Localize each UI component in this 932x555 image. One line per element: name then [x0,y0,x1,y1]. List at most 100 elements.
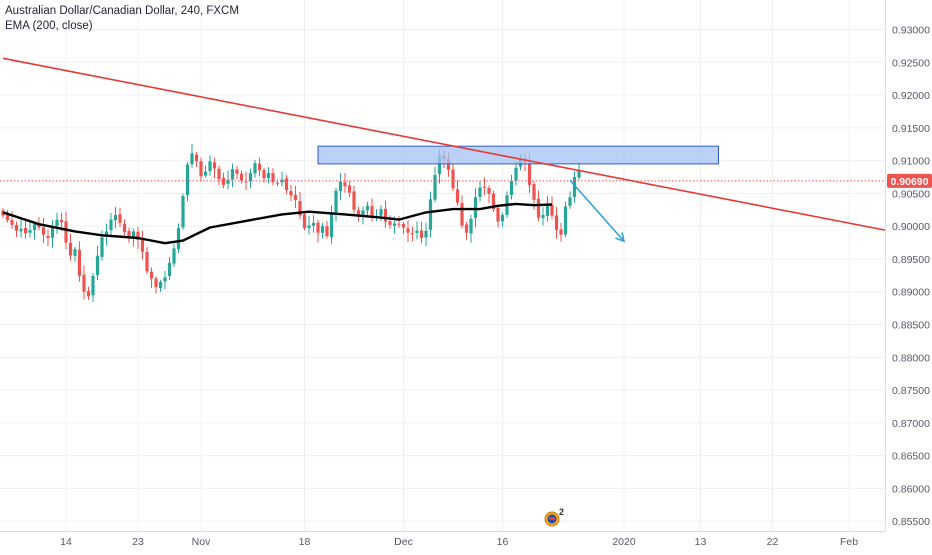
candle-body [469,218,473,234]
candle-down [122,219,127,237]
candle-body [478,187,482,197]
candle-up [514,161,518,186]
candle-down [86,286,91,301]
price-tick-label: 0.91000 [892,156,930,168]
candle-down [262,167,266,183]
candle-body [383,208,388,222]
candle-body [122,223,127,233]
candle-down [406,220,410,243]
price-tick-label: 0.85500 [892,516,930,528]
candle-down [46,229,50,246]
current-price-label-bg [887,173,932,188]
time-tick-label: 2020 [612,536,636,548]
candle-body [28,230,32,233]
candle-body [32,224,37,231]
candle-body [208,161,212,172]
candle-up [478,180,482,202]
time-axis[interactable]: 14 23 Nov 18 Dec 16 2020 13 22 Feb [60,536,858,548]
candle-up [428,191,433,238]
candle-body [356,210,361,215]
time-tick-label: 13 [695,536,707,548]
candle-body [365,205,370,211]
candle-body [406,228,410,233]
candle-body [500,215,505,222]
candle-down [343,172,347,193]
candle-up [545,196,550,222]
price-axis[interactable]: 0.93000 0.92500 0.92000 0.91500 0.91000 0.905… [892,25,930,529]
candle-body [158,281,163,289]
candle-body [397,223,401,225]
candle-body [352,191,356,210]
candle-down [23,220,28,239]
symbol-title[interactable]: Australian Dollar/Canadian Dollar, 240, … [5,5,239,17]
candle-body [455,189,460,203]
candle-body [446,159,451,170]
candle-body [37,224,41,228]
candle-body [77,249,82,276]
candle-body [149,271,154,279]
candle-body [527,163,532,185]
candle-up [415,221,419,240]
arrow-head [615,232,626,243]
candle-up [338,172,343,201]
candle-body [316,222,320,233]
candle-body [532,184,536,200]
candle-up [334,187,338,222]
candle-body [559,229,563,235]
candle-down [460,195,464,229]
candle-down [257,157,262,177]
arrow-shaft [569,179,625,242]
candle-down [284,174,289,195]
candle-down [559,222,563,242]
chart-legend: Australian Dollar/Canadian Dollar, 240, … [5,4,239,34]
candle-up [226,170,230,190]
candle-up [473,188,478,228]
candle-down [451,163,455,192]
candle-down [127,227,131,243]
candle-body [325,226,329,236]
candle-body [239,173,244,181]
time-tick-label: Dec [394,536,413,548]
price-tick-label: 0.90000 [892,221,930,233]
candle-body [419,230,424,238]
candle-down [235,165,239,179]
ema-indicator-label[interactable]: EMA (200, close) [5,20,93,32]
candle-body [185,164,190,196]
candle-down [347,180,352,198]
candle-body [68,242,73,256]
candle-body [46,235,50,238]
price-tick-label: 0.89000 [892,287,930,299]
candle-body [460,202,464,226]
candle-body [95,255,100,276]
resistance-zone [317,145,719,165]
candle-body [113,215,118,221]
candle-body [23,227,28,234]
candle-body [64,221,68,243]
candle-body [577,170,581,178]
candle-body [536,198,541,218]
candle-body [338,181,343,192]
candle-body [235,169,239,174]
candle-body [451,169,455,189]
candle-down [68,233,73,261]
price-tick-label: 0.90500 [892,188,930,200]
candle-down [410,226,415,242]
candle-up [365,201,370,218]
flag-stripe [549,517,555,520]
candle-body [217,168,221,179]
event-marker[interactable]: 2 [544,507,564,527]
candle-body [428,199,433,230]
candle-body [487,187,491,195]
projection-arrow [569,179,626,243]
current-price-tag: 0.90690 [887,173,932,188]
candle-body [271,173,275,183]
candle-body [361,210,365,216]
candle-up [203,165,208,178]
candle-body [554,215,559,231]
candle-down [491,190,496,213]
candle-body [140,239,145,252]
price-tick-label: 0.91500 [892,123,930,135]
candle-body [496,207,500,222]
